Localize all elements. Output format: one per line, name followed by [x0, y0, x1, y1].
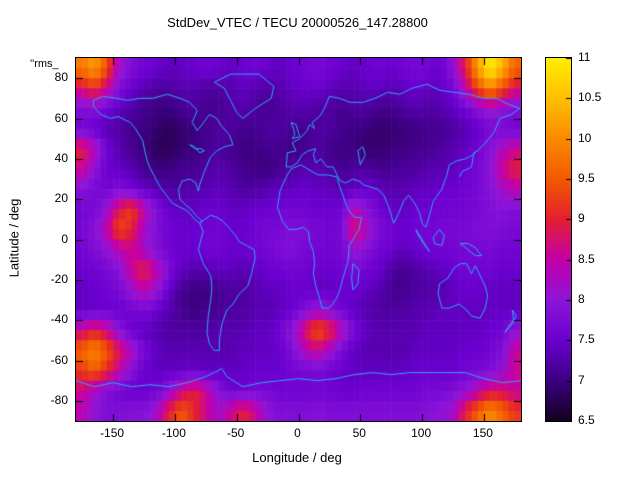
y-tick-label: 20 — [54, 191, 68, 206]
x-tick-label: 100 — [411, 426, 432, 440]
x-tick-label: -50 — [227, 426, 245, 440]
colorbar-tick-label: 11 — [578, 50, 591, 64]
y-tick-label: -20 — [50, 271, 68, 286]
chart-title: StdDev_VTEC / TECU 20000526_147.28800 — [167, 15, 428, 30]
y-tick-label: 0 — [61, 231, 68, 246]
colorbar-tick-label: 8.5 — [578, 251, 595, 266]
x-tick-label: 0 — [294, 426, 301, 440]
colorbar-tick-label: 7 — [578, 372, 585, 387]
y-tick-label: 80 — [54, 70, 68, 85]
colorbar-tick-label: 10 — [578, 130, 592, 145]
y-tick-label: -80 — [50, 392, 68, 407]
x-tick-label: -150 — [100, 426, 125, 440]
heatmap-canvas — [76, 58, 521, 421]
colorbar-tick-label: 6.5 — [578, 413, 595, 427]
y-axis-label: Latitude / deg — [6, 198, 22, 278]
colorbar-canvas — [546, 58, 571, 421]
x-tick-label: 50 — [352, 426, 366, 440]
x-tick-label: -100 — [161, 426, 186, 440]
colorbar-tick-label: 7.5 — [578, 332, 595, 347]
colorbar-tick-label: 8 — [578, 292, 585, 306]
colorbar-tick-label: 9 — [578, 211, 585, 226]
x-tick-label: 150 — [472, 426, 493, 440]
plot-area — [75, 57, 522, 422]
y-tick-label: -60 — [50, 352, 68, 367]
colorbar — [545, 57, 572, 422]
x-axis-label: Longitude / deg — [252, 450, 342, 465]
colorbar-tick-label: 9.5 — [578, 171, 595, 185]
y-tick-label: 60 — [54, 110, 68, 125]
corner-label: ''rms_ — [30, 58, 59, 70]
y-tick-label: 40 — [54, 150, 68, 165]
y-tick-label: -40 — [50, 312, 68, 327]
colorbar-tick-label: 10.5 — [578, 90, 602, 105]
